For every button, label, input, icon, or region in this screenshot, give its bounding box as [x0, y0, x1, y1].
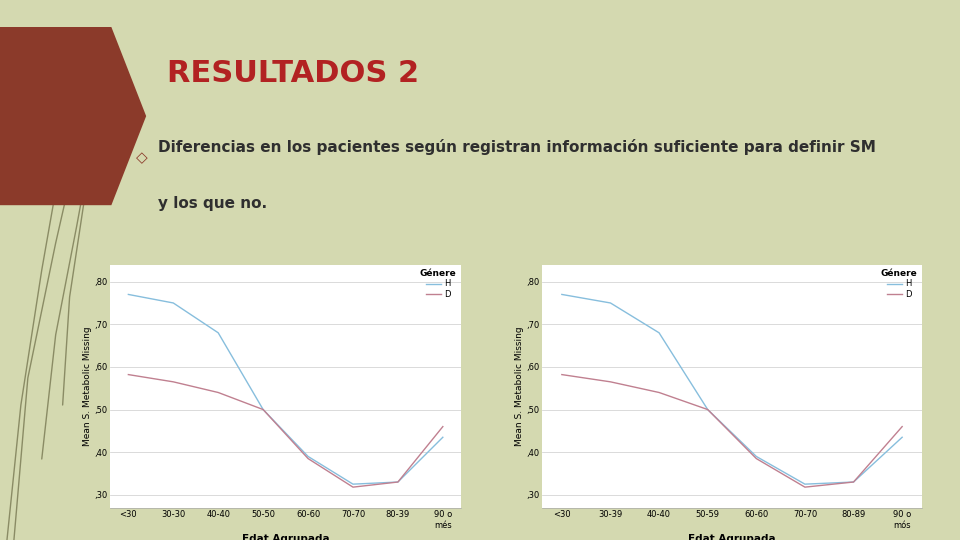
Text: ◇: ◇ [135, 150, 147, 165]
Legend: H, D: H, D [880, 269, 918, 299]
X-axis label: Edat Agrupada: Edat Agrupada [688, 534, 776, 540]
Text: RESULTADOS 2: RESULTADOS 2 [167, 59, 419, 87]
Y-axis label: Mean S. Metabolic Missing: Mean S. Metabolic Missing [515, 326, 523, 446]
X-axis label: Edat Agrupada: Edat Agrupada [242, 534, 329, 540]
Legend: H, D: H, D [420, 269, 457, 299]
Text: y los que no.: y los que no. [157, 195, 267, 211]
Text: Diferencias en los pacientes según registran información suficiente para definir: Diferencias en los pacientes según regis… [157, 139, 876, 156]
Y-axis label: Mean S. Metabolic Missing: Mean S. Metabolic Missing [83, 326, 91, 446]
Polygon shape [0, 27, 146, 205]
